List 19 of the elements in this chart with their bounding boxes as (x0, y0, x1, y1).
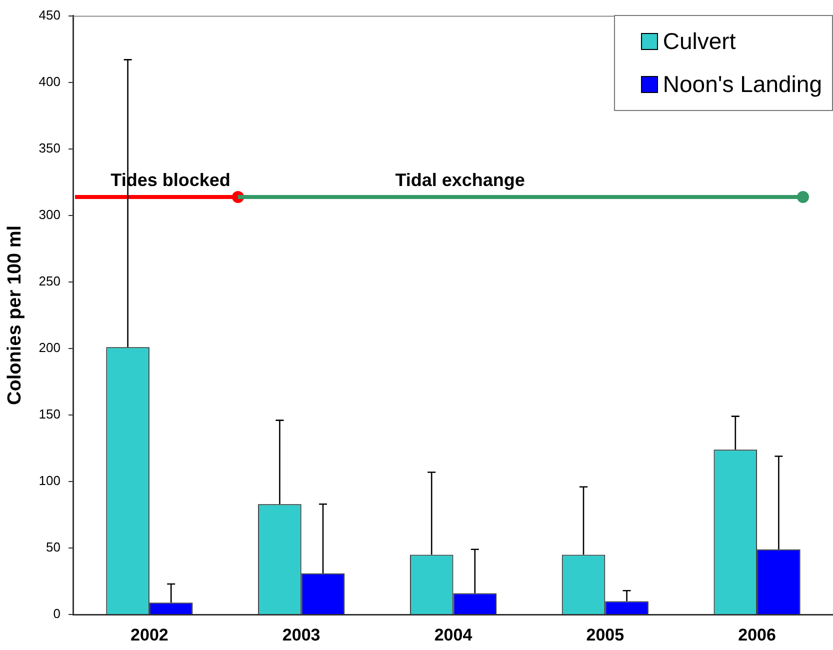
y-tick-label: 100 (38, 473, 60, 488)
y-tick-label: 350 (38, 140, 60, 156)
annotation: Tidal exchange (395, 170, 525, 191)
y-tick-label: 50 (46, 540, 60, 555)
y-tick-label: 300 (38, 206, 60, 222)
y-tick-label: 0 (53, 606, 60, 622)
x-tick-label: 2003 (282, 625, 320, 644)
x-tick-label: 2005 (586, 625, 624, 644)
legend-label: Culvert (662, 28, 736, 55)
y-tick-label: 150 (38, 406, 60, 422)
y-tick-label: 400 (38, 74, 60, 89)
y-tick-label: 200 (38, 340, 60, 356)
y-axis-title: Colonies per 100 ml (4, 225, 26, 405)
x-tick-label: 2004 (434, 625, 473, 644)
legend-label: Noon's Landing (662, 71, 822, 98)
y-tick-label: 250 (38, 274, 60, 289)
x-tick-label: 2006 (738, 625, 776, 644)
y-tick-label: 450 (38, 7, 60, 22)
x-tick-label: 2002 (130, 625, 168, 644)
